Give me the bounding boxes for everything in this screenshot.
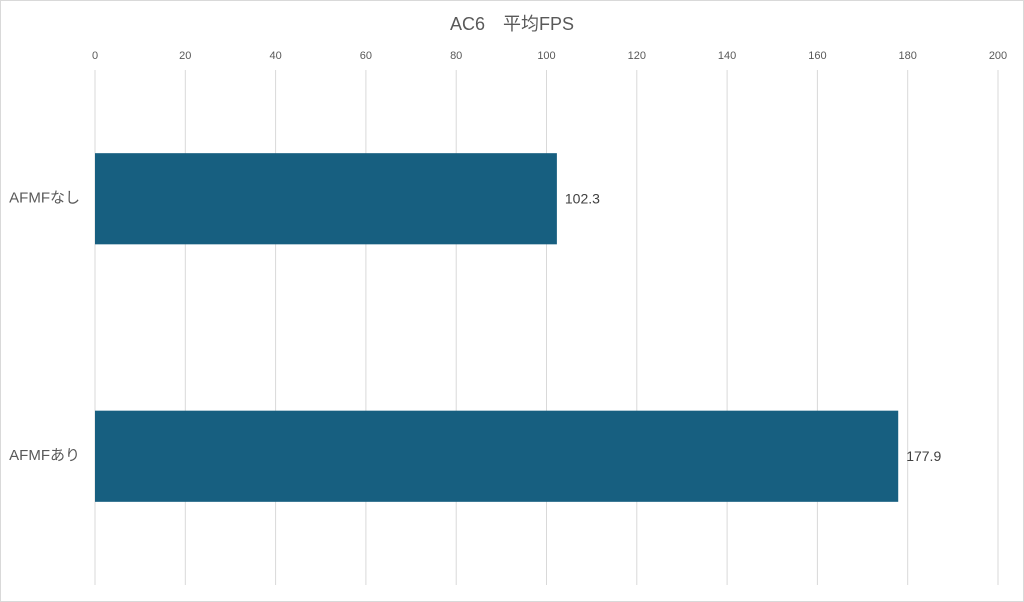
y-tick-label: AFMFなし [9,190,80,207]
x-tick-label: 160 [808,50,826,62]
x-tick-label: 60 [360,50,372,62]
y-tick-label: AFMFあり [9,447,80,464]
x-tick-label: 0 [92,50,98,62]
x-tick-label: 180 [899,50,917,62]
x-tick-label: 140 [718,50,736,62]
x-tick-label: 40 [269,50,281,62]
value-label: 102.3 [565,190,600,206]
value-label: 177.9 [906,448,941,464]
x-tick-label: 120 [628,50,646,62]
bar [95,410,899,502]
x-tick-label: 100 [537,50,555,62]
bar [95,153,557,245]
x-tick-label: 80 [450,50,462,62]
chart-title: AC6 平均FPS [450,14,574,34]
x-tick-label: 200 [989,50,1007,62]
x-tick-label: 20 [179,50,191,62]
